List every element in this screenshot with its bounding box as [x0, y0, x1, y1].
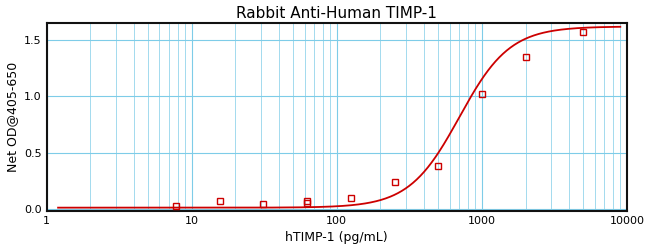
X-axis label: hTIMP-1 (pg/mL): hTIMP-1 (pg/mL)	[285, 232, 388, 244]
Y-axis label: Net OD@405-650: Net OD@405-650	[6, 62, 19, 172]
Title: Rabbit Anti-Human TIMP-1: Rabbit Anti-Human TIMP-1	[237, 6, 437, 20]
